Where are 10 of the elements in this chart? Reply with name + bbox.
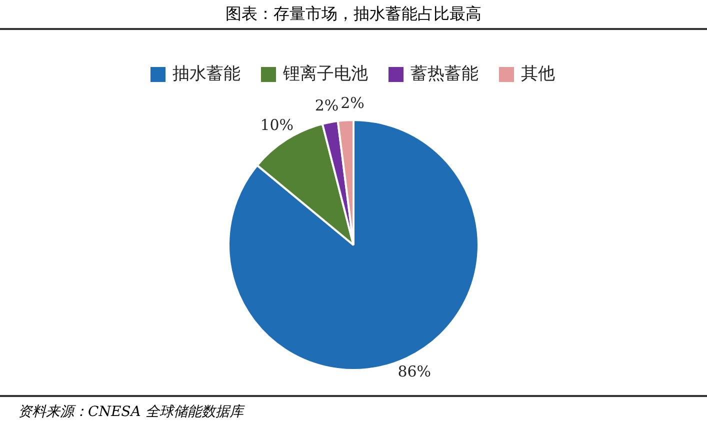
data-label: 86% — [398, 362, 432, 380]
legend-label: 其他 — [521, 64, 555, 84]
legend-label: 锂离子电池 — [282, 64, 368, 84]
data-label: 10% — [260, 116, 294, 134]
data-label: 2% — [314, 96, 339, 114]
data-label: 2% — [340, 94, 364, 112]
legend-label: 蓄热蓄能 — [410, 64, 478, 84]
chart-title: 图表：存量市场，抽水蓄能占比最高 — [0, 0, 707, 30]
text: 资料来源：CNESA 全球储能数据库 — [0, 395, 707, 427]
legend-label: 抽水蓄能 — [172, 64, 240, 84]
